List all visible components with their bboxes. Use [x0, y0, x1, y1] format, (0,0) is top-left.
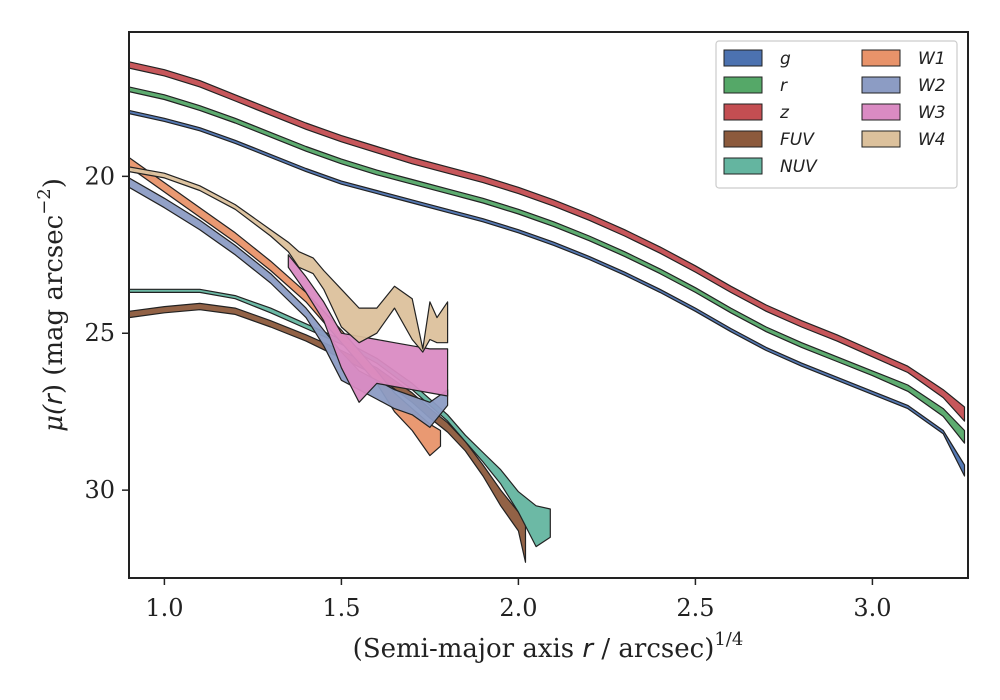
series-band-z	[129, 61, 966, 422]
x-tick-label: 3.0	[853, 594, 891, 622]
y-axis: 20 25 30	[84, 162, 129, 504]
x-tick-label: 1.0	[145, 594, 183, 622]
legend-label-g: g	[780, 49, 791, 69]
legend-label-z: z	[779, 103, 790, 123]
series-band-w4	[129, 166, 449, 353]
legend-label-w3: W3	[918, 103, 946, 123]
legend-swatch-nuv	[723, 157, 763, 175]
legend-swatch-w2	[861, 76, 901, 94]
legend-label-w4: W4	[918, 130, 946, 150]
x-tick-label: 1.5	[322, 594, 360, 622]
legend-swatch-z	[723, 103, 763, 121]
legend-swatch-g	[723, 49, 763, 67]
plot-frame	[128, 31, 969, 579]
x-axis-label: (Semi-major axis r / arcsec)1/4	[353, 629, 744, 664]
x-axis: 1.0 1.5 2.0 2.5 3.0	[145, 578, 892, 622]
legend-swatch-w3	[861, 103, 901, 121]
legend-swatch-r	[723, 76, 763, 94]
y-tick-label: 25	[84, 319, 115, 347]
legend-swatch-w4	[861, 130, 901, 148]
series-bands	[129, 61, 966, 563]
series-band-w1	[129, 156, 442, 457]
legend-label-w1: W1	[918, 49, 946, 69]
legend-label-fuv: FUV	[780, 130, 815, 150]
series-band-w3	[287, 254, 449, 403]
legend-label-w2: W2	[918, 76, 946, 96]
x-tick-label: 2.5	[676, 594, 714, 622]
y-tick-label: 30	[84, 476, 115, 504]
legend-swatch-w1	[861, 49, 901, 67]
series-band-r	[129, 86, 966, 444]
series-band-g	[129, 109, 966, 477]
legend-swatch-fuv	[723, 130, 763, 148]
x-tick-label: 2.0	[499, 594, 537, 622]
series-band-w2	[129, 177, 449, 428]
legend-label-r: r	[780, 76, 788, 96]
series-band-fuv	[129, 302, 527, 563]
y-tick-label: 20	[84, 162, 115, 190]
legend-label-nuv: NUV	[780, 157, 818, 177]
y-axis-label: μ(r) (mag arcsec−2)	[34, 178, 69, 432]
legend: grz FUV NUV W1 W2 W3 W4	[715, 40, 958, 189]
